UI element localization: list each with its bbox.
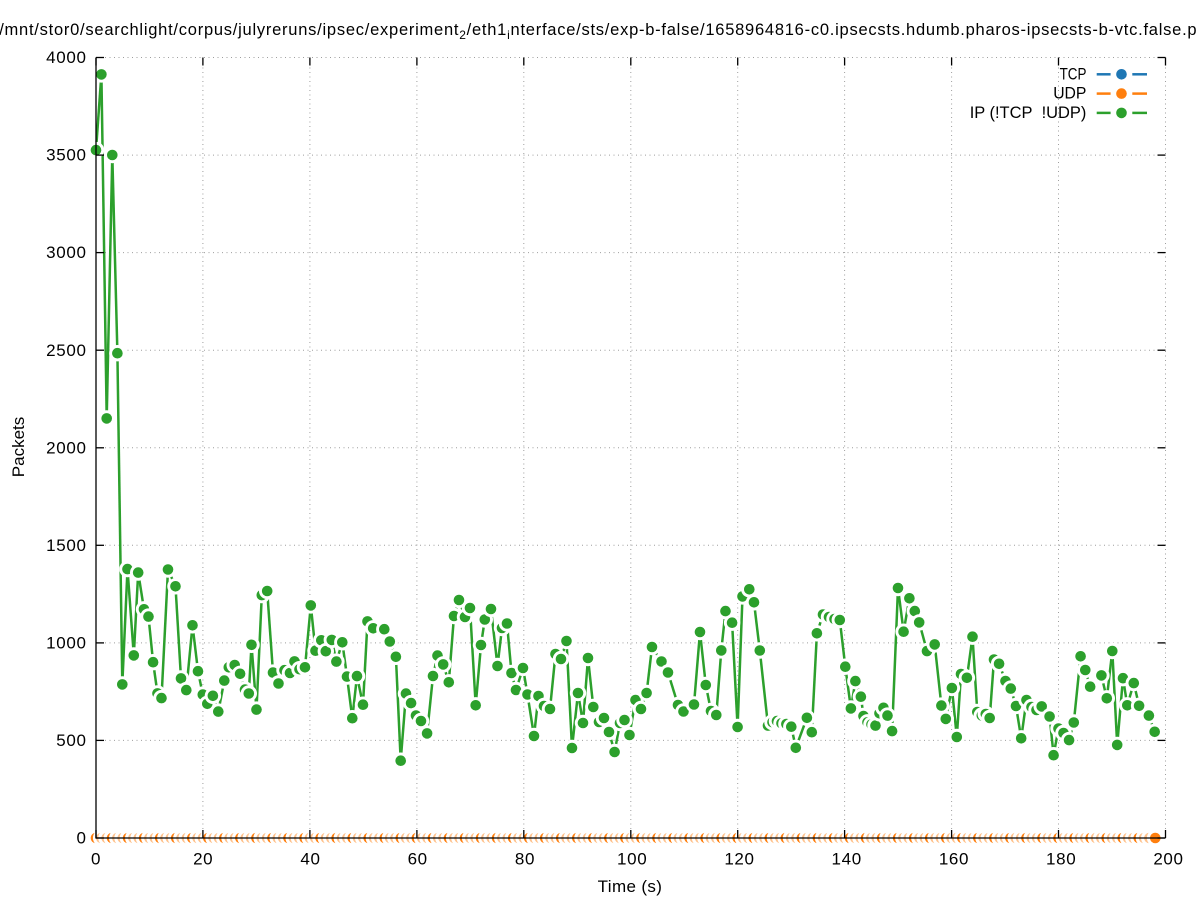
svg-text:500: 500 xyxy=(56,731,86,750)
svg-text:3500: 3500 xyxy=(46,146,86,165)
svg-text:60: 60 xyxy=(408,850,428,869)
svg-text:IP (!TCP !UDP): IP (!TCP !UDP) xyxy=(970,103,1087,122)
svg-text:0: 0 xyxy=(76,829,86,848)
svg-text:160: 160 xyxy=(939,850,969,869)
svg-text:Packets: Packets xyxy=(9,417,28,477)
svg-text:80: 80 xyxy=(515,850,535,869)
svg-text:4000: 4000 xyxy=(46,48,86,67)
svg-text:40: 40 xyxy=(300,850,320,869)
svg-text:180: 180 xyxy=(1046,850,1076,869)
svg-text:120: 120 xyxy=(724,850,754,869)
svg-text:UDP: UDP xyxy=(1053,84,1086,103)
svg-text:140: 140 xyxy=(832,850,862,869)
svg-text:2500: 2500 xyxy=(46,341,86,360)
svg-text:0: 0 xyxy=(91,850,101,869)
svg-text:/mnt/stor0/searchlight/corpus/: /mnt/stor0/searchlight/corpus/julyreruns… xyxy=(0,21,1197,42)
svg-text:3000: 3000 xyxy=(46,243,86,262)
svg-text:20: 20 xyxy=(193,850,213,869)
svg-text:200: 200 xyxy=(1153,850,1183,869)
svg-text:2000: 2000 xyxy=(46,438,86,457)
svg-text:1000: 1000 xyxy=(46,634,86,653)
svg-text:1500: 1500 xyxy=(46,536,86,555)
svg-text:Time (s): Time (s) xyxy=(598,877,663,896)
svg-text:TCP: TCP xyxy=(1060,64,1087,83)
svg-text:100: 100 xyxy=(617,850,647,869)
